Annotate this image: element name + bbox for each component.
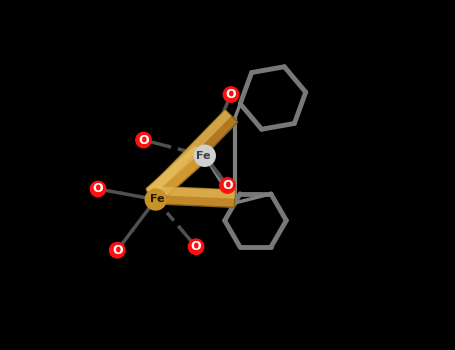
Polygon shape xyxy=(146,145,202,196)
Circle shape xyxy=(220,178,235,193)
Circle shape xyxy=(110,243,125,258)
Text: Fe: Fe xyxy=(150,195,165,204)
Text: O: O xyxy=(138,133,149,147)
Polygon shape xyxy=(156,187,235,207)
Circle shape xyxy=(136,132,151,148)
Circle shape xyxy=(90,181,106,197)
Text: Fe: Fe xyxy=(196,151,210,161)
Circle shape xyxy=(145,189,166,210)
Text: O: O xyxy=(222,179,233,192)
Circle shape xyxy=(194,145,215,166)
Polygon shape xyxy=(147,110,232,196)
Polygon shape xyxy=(146,145,208,203)
Text: O: O xyxy=(226,88,236,101)
Polygon shape xyxy=(147,110,238,203)
Polygon shape xyxy=(156,187,235,199)
Text: O: O xyxy=(93,182,103,196)
Circle shape xyxy=(223,87,239,102)
Circle shape xyxy=(188,239,204,254)
Text: O: O xyxy=(112,244,122,257)
Text: O: O xyxy=(191,240,201,253)
